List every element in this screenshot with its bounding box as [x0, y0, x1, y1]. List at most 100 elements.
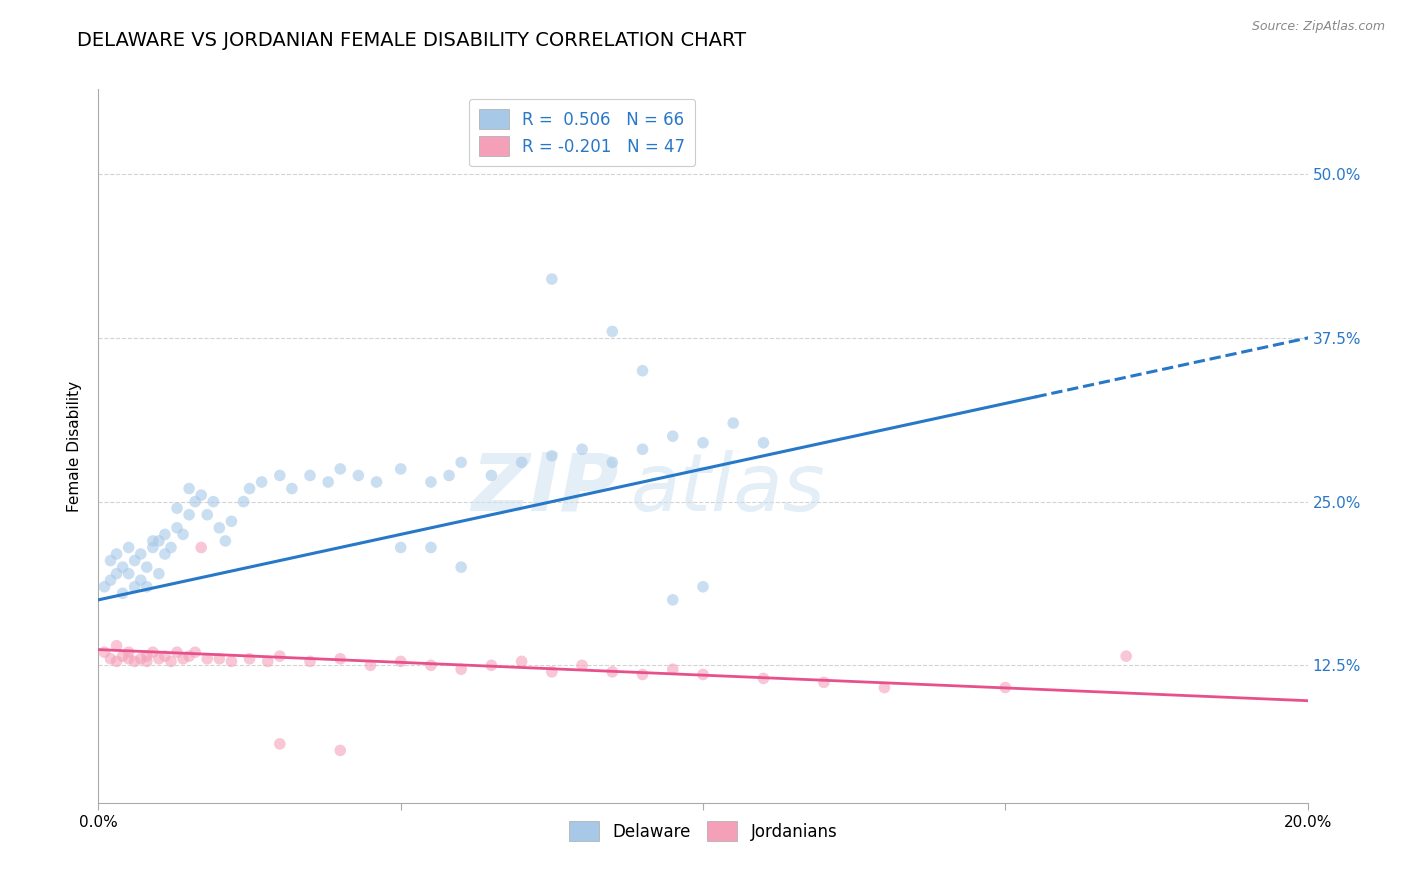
- Point: [179, 482, 201, 496]
- Point: [208, 521, 231, 535]
- Point: [148, 566, 170, 581]
- Point: [661, 429, 683, 443]
- Point: [269, 468, 291, 483]
- Point: [602, 325, 624, 339]
- Point: [118, 652, 141, 666]
- Point: [100, 553, 122, 567]
- Point: [195, 652, 218, 666]
- Point: [100, 573, 122, 587]
- Point: [184, 494, 207, 508]
- Point: [269, 737, 291, 751]
- Point: [239, 652, 262, 666]
- Point: [221, 654, 243, 668]
- Point: [190, 488, 212, 502]
- Point: [723, 416, 745, 430]
- Point: [166, 501, 188, 516]
- Point: [389, 654, 412, 668]
- Point: [172, 652, 194, 666]
- Point: [172, 527, 194, 541]
- Point: [540, 272, 562, 286]
- Point: [142, 533, 165, 548]
- Point: [142, 645, 165, 659]
- Text: Source: ZipAtlas.com: Source: ZipAtlas.com: [1251, 20, 1385, 33]
- Point: [813, 675, 835, 690]
- Y-axis label: Female Disability: Female Disability: [67, 380, 83, 512]
- Point: [692, 580, 714, 594]
- Point: [118, 566, 141, 581]
- Point: [118, 645, 141, 659]
- Point: [752, 435, 775, 450]
- Point: [160, 654, 183, 668]
- Point: [347, 468, 370, 483]
- Legend: Delaware, Jordanians: Delaware, Jordanians: [562, 814, 844, 848]
- Point: [631, 364, 654, 378]
- Point: [873, 681, 896, 695]
- Point: [299, 468, 322, 483]
- Point: [124, 654, 146, 668]
- Point: [602, 455, 624, 469]
- Point: [142, 541, 165, 555]
- Point: [135, 654, 157, 668]
- Point: [124, 553, 146, 567]
- Point: [153, 649, 176, 664]
- Point: [118, 541, 141, 555]
- Point: [481, 658, 503, 673]
- Text: ZIP: ZIP: [471, 450, 619, 528]
- Point: [281, 482, 304, 496]
- Point: [184, 645, 207, 659]
- Point: [692, 667, 714, 681]
- Point: [329, 652, 352, 666]
- Point: [540, 665, 562, 679]
- Point: [510, 654, 533, 668]
- Point: [510, 455, 533, 469]
- Point: [360, 658, 382, 673]
- Point: [153, 547, 176, 561]
- Point: [135, 560, 157, 574]
- Point: [437, 468, 460, 483]
- Point: [299, 654, 322, 668]
- Point: [661, 662, 683, 676]
- Point: [105, 547, 128, 561]
- Point: [93, 580, 115, 594]
- Point: [250, 475, 273, 489]
- Point: [166, 521, 188, 535]
- Point: [316, 475, 339, 489]
- Point: [389, 462, 412, 476]
- Text: atlas: atlas: [630, 450, 825, 528]
- Point: [105, 566, 128, 581]
- Point: [602, 665, 624, 679]
- Point: [179, 508, 201, 522]
- Point: [129, 652, 152, 666]
- Point: [420, 475, 443, 489]
- Point: [1115, 649, 1137, 664]
- Point: [160, 541, 183, 555]
- Point: [124, 580, 146, 594]
- Point: [153, 527, 176, 541]
- Point: [111, 560, 134, 574]
- Point: [450, 560, 472, 574]
- Point: [105, 654, 128, 668]
- Point: [389, 541, 412, 555]
- Point: [129, 547, 152, 561]
- Point: [329, 743, 352, 757]
- Point: [571, 442, 593, 457]
- Point: [481, 468, 503, 483]
- Point: [692, 435, 714, 450]
- Point: [105, 639, 128, 653]
- Point: [269, 649, 291, 664]
- Text: DELAWARE VS JORDANIAN FEMALE DISABILITY CORRELATION CHART: DELAWARE VS JORDANIAN FEMALE DISABILITY …: [77, 31, 747, 50]
- Point: [111, 649, 134, 664]
- Point: [450, 455, 472, 469]
- Point: [93, 645, 115, 659]
- Point: [994, 681, 1017, 695]
- Point: [190, 541, 212, 555]
- Point: [329, 462, 352, 476]
- Point: [195, 508, 218, 522]
- Point: [135, 649, 157, 664]
- Point: [232, 494, 254, 508]
- Point: [571, 658, 593, 673]
- Point: [752, 672, 775, 686]
- Point: [420, 658, 443, 673]
- Point: [631, 667, 654, 681]
- Point: [148, 533, 170, 548]
